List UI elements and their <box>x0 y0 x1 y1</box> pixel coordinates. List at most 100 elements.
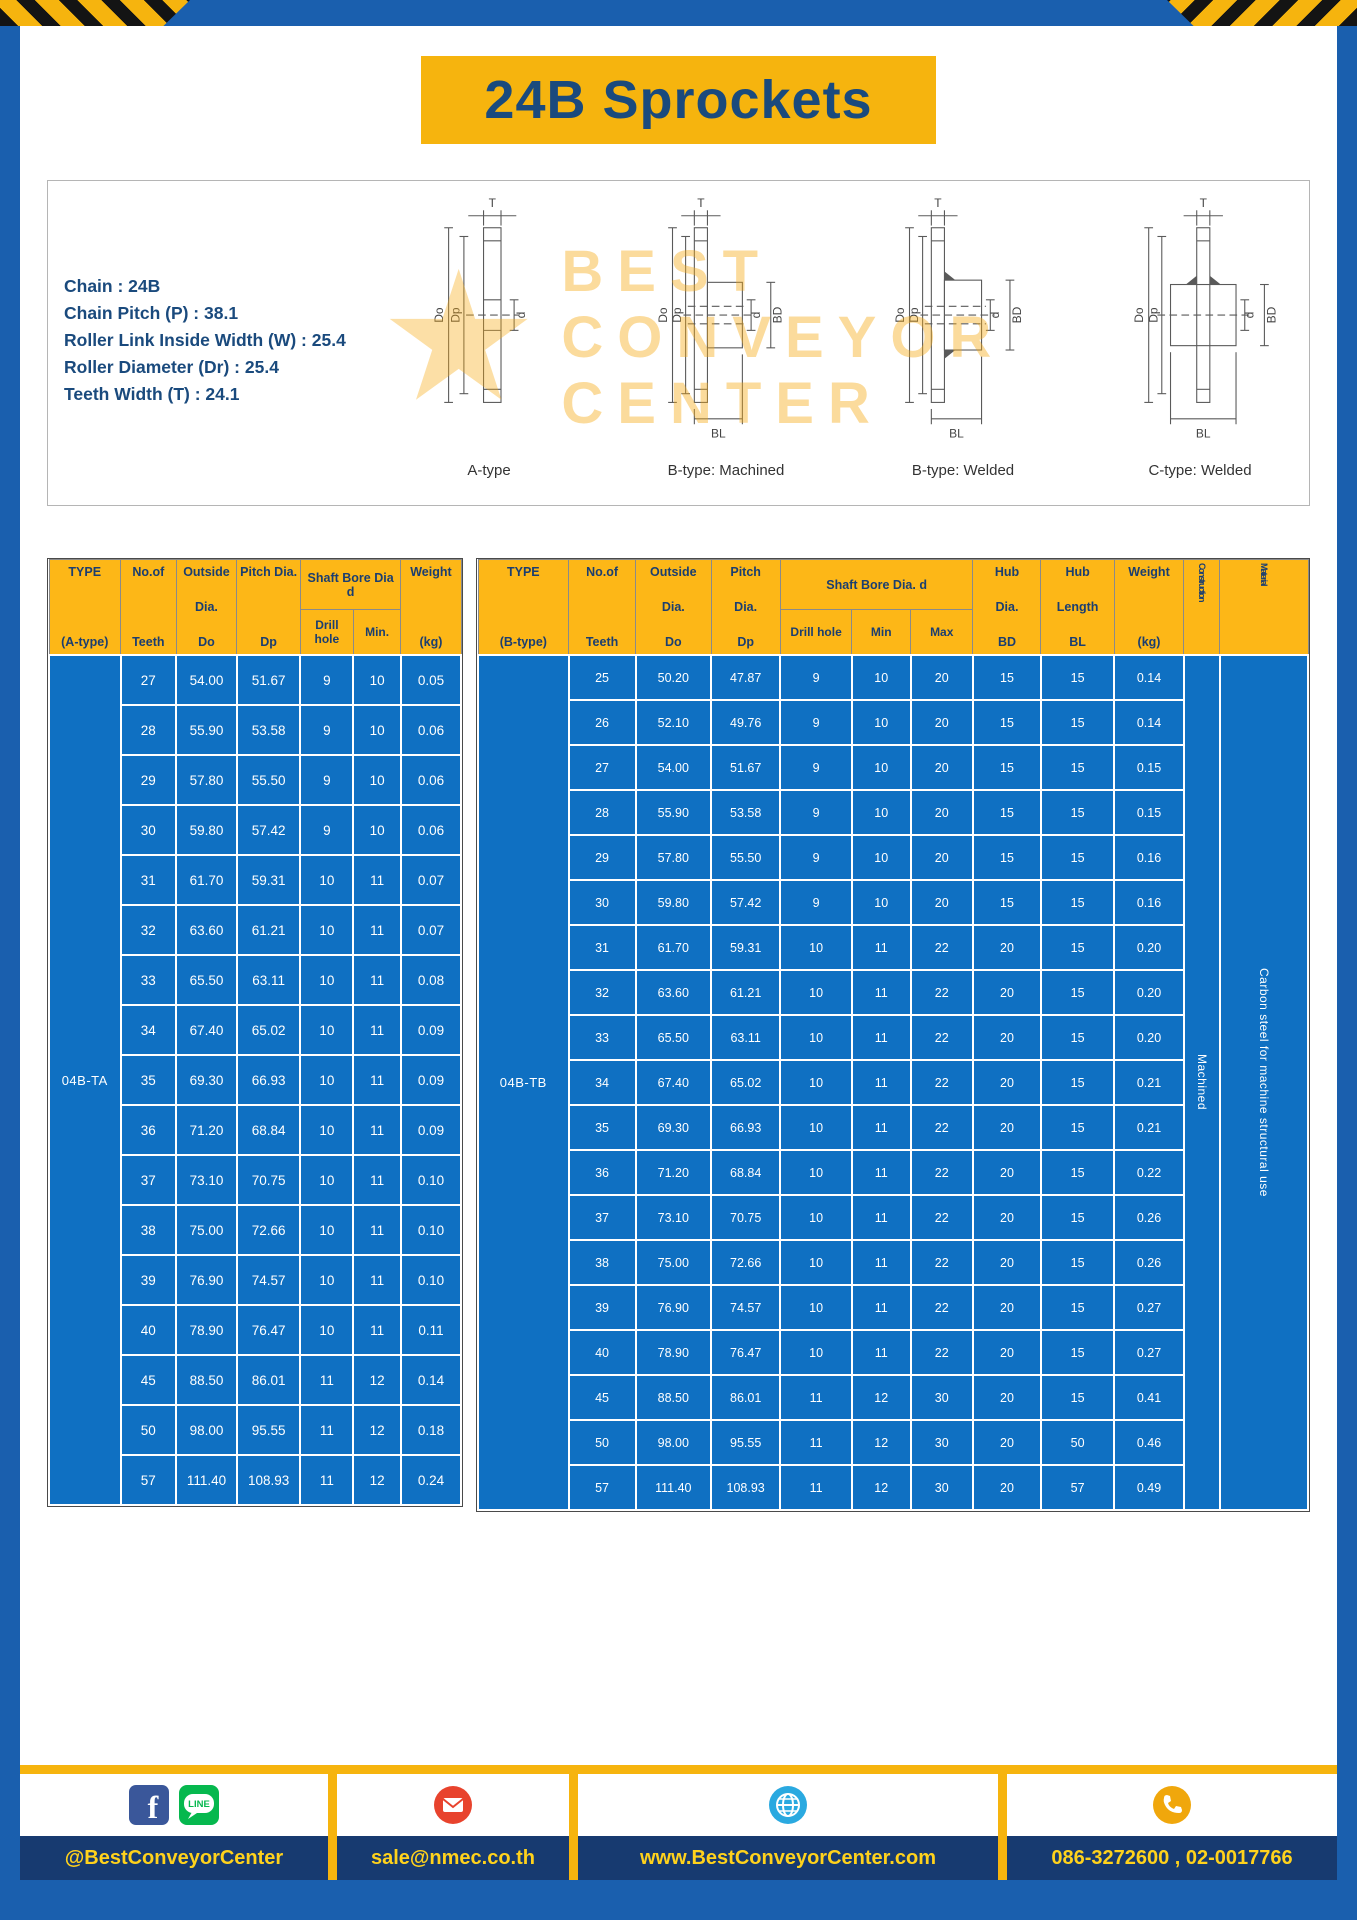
title-banner: 24B Sprockets <box>421 56 936 144</box>
table-cell: 20 <box>909 789 974 836</box>
table-cell: 47.87 <box>710 654 782 701</box>
col-header-min: Min. <box>352 609 402 656</box>
table-cell: 10 <box>779 1329 853 1376</box>
table-cell: 15 <box>1039 1149 1116 1196</box>
table-cell: 15 <box>1039 789 1116 836</box>
material-value-cell: Carbon steel for machine structural use <box>1218 654 1310 1511</box>
table-cell: 22 <box>909 1239 974 1286</box>
table-cell: 0.20 <box>1113 1014 1185 1061</box>
table-cell: 59.80 <box>634 879 713 926</box>
table-cell: 9 <box>779 789 853 836</box>
table-row: 31 61.70 59.31 10 11 22 20 15 0.20 <box>478 924 1308 971</box>
table-cell: 57.42 <box>235 804 302 856</box>
table-cell: 22 <box>909 1104 974 1151</box>
table-row: 29 57.80 55.50 9 10 20 15 15 0.16 <box>478 834 1308 881</box>
table-cell: 15 <box>1039 1239 1116 1286</box>
table-cell: 15 <box>1039 699 1116 746</box>
table-cell: 22 <box>909 1149 974 1196</box>
table-cell: 72.66 <box>710 1239 782 1286</box>
table-cell: 95.55 <box>710 1419 782 1466</box>
table-cell: 39 <box>119 1254 178 1306</box>
line-icon[interactable]: LINE <box>179 1785 219 1825</box>
table-cell: 76.47 <box>710 1329 782 1376</box>
sprocket-drawing-c-welded-icon: T Do Dp d BD BL <box>1132 196 1278 440</box>
table-row: 50 98.00 95.55 11 12 30 20 50 0.46 <box>478 1419 1308 1466</box>
col-header-construction: Construction <box>1183 559 1221 656</box>
chain-specs: Chain : 24B Chain Pitch (P) : 38.1 Rolle… <box>48 181 394 505</box>
table-cell: 0.10 <box>399 1254 463 1306</box>
table-cell: 27 <box>567 744 637 791</box>
footer-social-icons: f LINE <box>20 1774 328 1836</box>
table-cell: 15 <box>971 789 1042 836</box>
table-cell: 59.31 <box>235 854 302 906</box>
table-cell: 10 <box>299 1004 355 1056</box>
table-cell: 61.70 <box>634 924 713 971</box>
table-cell: 25 <box>567 654 637 701</box>
table-cell: 11 <box>779 1374 853 1421</box>
table-cell: 40 <box>567 1329 637 1376</box>
table-cell: 35 <box>119 1054 178 1106</box>
table-row: 40 78.90 76.47 10 11 0.11 <box>49 1304 463 1356</box>
table-cell: 0.18 <box>399 1404 463 1456</box>
email-icon[interactable] <box>433 1785 473 1825</box>
table-cell: 55.90 <box>634 789 713 836</box>
table-cell: 22 <box>909 1329 974 1376</box>
phone-icon[interactable] <box>1152 1785 1192 1825</box>
col-header-drill-hole: Drill hole <box>299 609 354 656</box>
table-cell: 76.90 <box>175 1254 238 1306</box>
table-cell: 11 <box>299 1454 355 1506</box>
dim-label-d: d <box>1242 312 1256 319</box>
footer-social-section: f LINE @BestConveyorCenter <box>20 1774 328 1880</box>
table-cell: 0.11 <box>399 1304 463 1356</box>
table-a-body: 04B-TA 27 54.00 51.67 9 10 0.05 28 55.90 53.58 9 10… <box>48 654 463 1506</box>
table-cell: 50 <box>567 1419 637 1466</box>
table-cell: 32 <box>119 904 178 956</box>
table-cell: 20 <box>971 1239 1042 1286</box>
footer-email-label[interactable]: sale@nmec.co.th <box>337 1836 569 1880</box>
table-cell: 36 <box>119 1104 178 1156</box>
footer-divider <box>998 1774 1007 1880</box>
facebook-icon[interactable]: f <box>129 1785 169 1825</box>
table-cell: 9 <box>299 804 355 856</box>
table-cell: 15 <box>1039 1194 1116 1241</box>
table-cell: 65.02 <box>235 1004 302 1056</box>
table-row: 28 55.90 53.58 9 10 0.06 <box>49 704 463 756</box>
table-row: 30 59.80 57.42 9 10 0.06 <box>49 804 463 856</box>
spec-roller-width: Roller Link Inside Width (W) : 25.4 <box>64 330 346 350</box>
table-cell: 0.09 <box>399 1054 463 1106</box>
table-cell: 0.06 <box>399 804 463 856</box>
col-header-shaft-bore: Shaft Bore Dia. d <box>779 559 974 610</box>
table-cell: 31 <box>567 924 637 971</box>
dim-label-do: Do <box>656 307 670 323</box>
table-row: 35 69.30 66.93 10 11 0.09 <box>49 1054 463 1106</box>
table-cell: 11 <box>779 1464 853 1511</box>
table-cell: 57 <box>119 1454 178 1506</box>
table-cell: 78.90 <box>634 1329 713 1376</box>
table-cell: 71.20 <box>634 1149 713 1196</box>
table-cell: 73.10 <box>175 1154 238 1206</box>
globe-icon[interactable] <box>768 1785 808 1825</box>
footer-phone-label[interactable]: 086-3272600 , 02-0017766 <box>1007 1836 1337 1880</box>
dim-label-t: T <box>1200 196 1208 210</box>
table-cell: 15 <box>1039 834 1116 881</box>
table-cell: 0.09 <box>399 1004 463 1056</box>
table-cell: 28 <box>119 704 178 756</box>
table-row: 34 67.40 65.02 10 11 0.09 <box>49 1004 463 1056</box>
table-cell: 20 <box>971 1059 1042 1106</box>
col-header-outside-dia: Outside Dia. Do <box>635 559 712 656</box>
footer-website-label[interactable]: www.BestConveyorCenter.com <box>578 1836 998 1880</box>
table-cell: 72.66 <box>235 1204 302 1256</box>
hazard-stripe-right <box>1167 0 1357 26</box>
table-cell: 31 <box>119 854 178 906</box>
table-a-type: TYPE (A-type) No.of Teeth Outside Dia. Do Pi… <box>48 559 463 1506</box>
table-cell: 15 <box>971 879 1042 926</box>
table-cell: 20 <box>971 1284 1042 1331</box>
table-row: 45 88.50 86.01 11 12 0.14 <box>49 1354 463 1406</box>
dim-label-d: d <box>749 312 763 319</box>
table-b-type: TYPE (B-type) No.of Teeth Outside Dia. Do Pi… <box>477 559 1310 1511</box>
footer-social-label[interactable]: @BestConveyorCenter <box>20 1836 328 1880</box>
table-cell: 0.21 <box>1113 1104 1185 1151</box>
svg-text:f: f <box>148 1789 159 1825</box>
table-cell: 33 <box>567 1014 637 1061</box>
table-cell: 88.50 <box>634 1374 713 1421</box>
